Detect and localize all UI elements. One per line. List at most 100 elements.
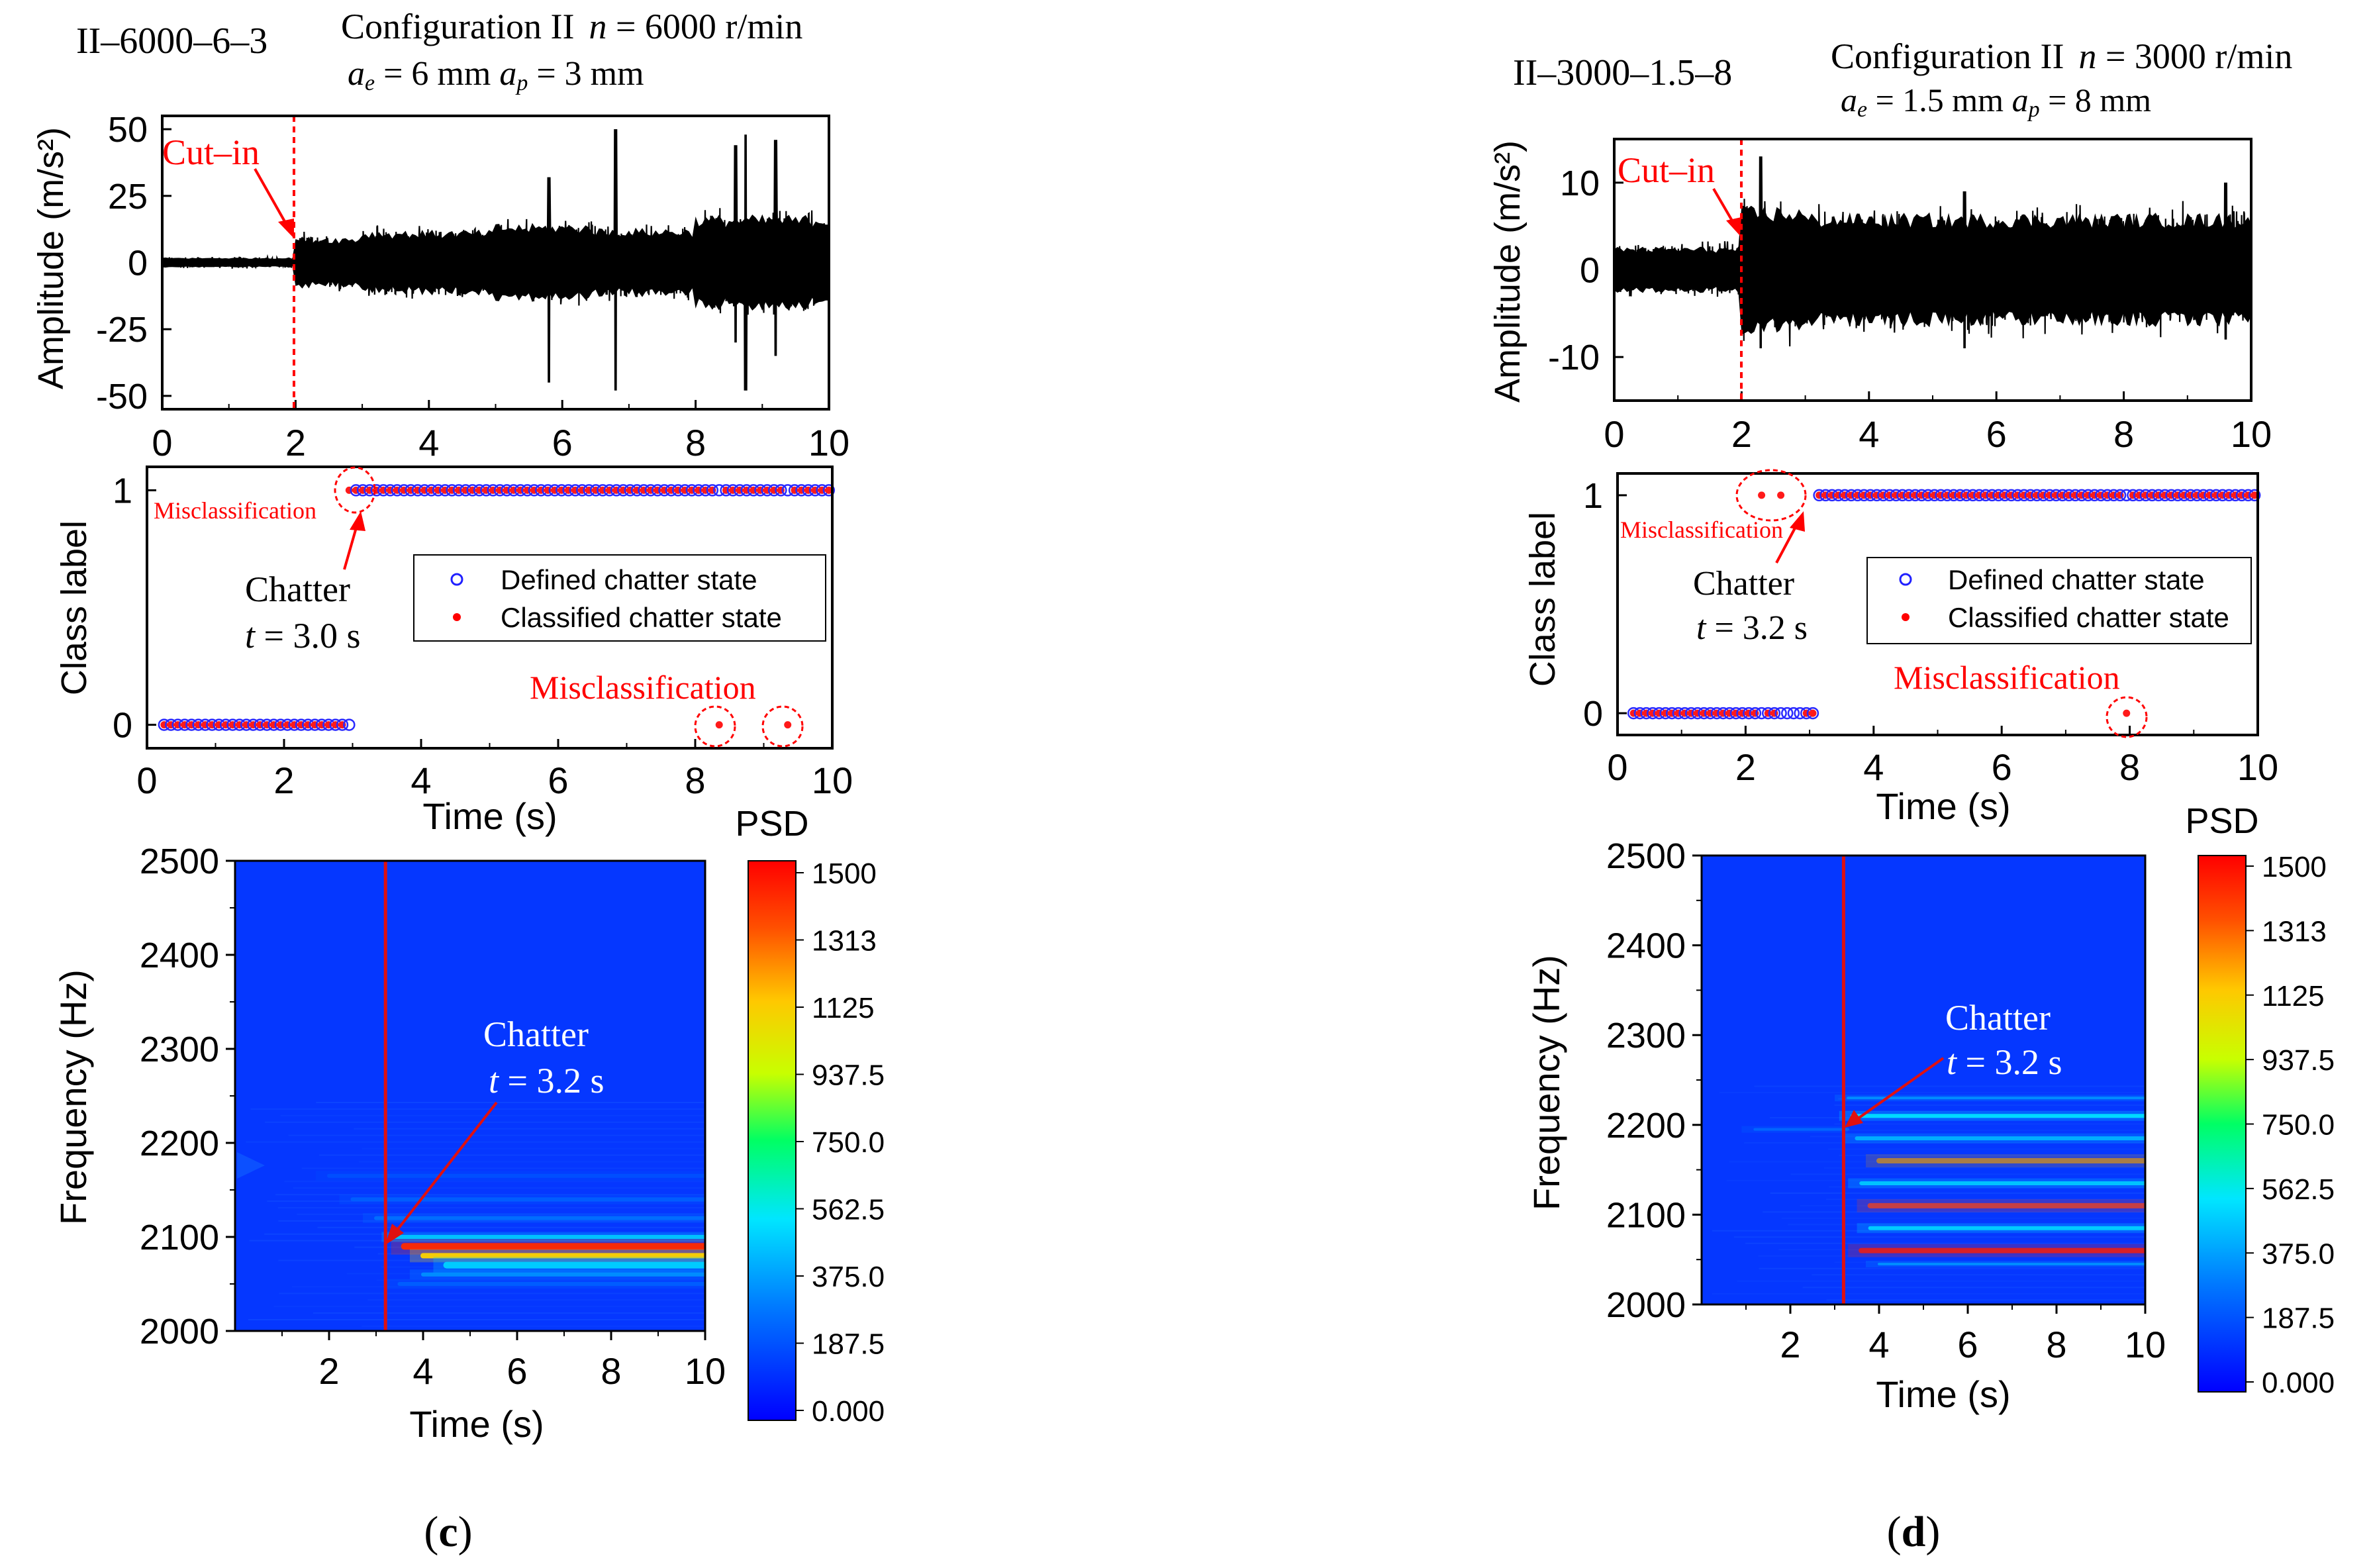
spec-d-cbar-label-5: 562.5 [2262,1173,2335,1206]
spec-c-cbar-label-6: 375.0 [812,1261,885,1293]
class-d-misclass-ring-1 [2105,696,2148,738]
spectrogram-d-ticks: 2 4 6 8 10 2000 2100 2200 2300 2400 2500 [1606,836,2166,1365]
spec-d-cbar-label-0: 1500 [2262,851,2327,883]
spec-c-cbar-label-4: 750.0 [812,1126,885,1159]
spec-d-cbar-label-7: 187.5 [2262,1302,2335,1335]
vib-c-xtick-label-2: 4 [418,422,439,464]
class-c-chatter-arrow [343,522,359,570]
class-d-misclass-bottom-label: Misclassification [1894,659,2120,696]
class-d-classified-point-23 [1777,491,1785,499]
class-c-ylabel: Class label [54,520,94,695]
panel-c-caption: (c) [424,1508,472,1556]
spectrogram-c-ticks: 2 4 6 8 10 2000 2100 2200 2300 2400 2500 [140,842,726,1392]
vibration-d-frame [1613,138,2252,402]
class-d-misclass-ring-top [1735,469,1807,522]
vib-c-xtick-label-0: 0 [152,422,172,464]
vib-c-ytick-label-2: 0 [128,244,148,283]
legend-d-defined-label: Defined chatter state [1948,564,2205,595]
spec-c-ytick-label-4: 2400 [140,936,219,975]
spec-d-ytick-label-0: 2000 [1606,1285,1686,1325]
class-d-classified-point-97 [2250,491,2258,499]
class-d-points [1627,489,2261,720]
class-d-misclass-top-label: Misclassification [1620,516,1783,543]
class-c-points [158,484,836,731]
class-d-defined-point-23 [1774,707,1787,720]
class-c-ytick-label-1: 1 [113,471,132,511]
spec-c-ytick-label-1: 2100 [140,1218,219,1257]
class-d-defined-point-19 [1749,707,1762,720]
spec-d-xtick-label-0: 2 [1780,1324,1800,1365]
vibration-c-ticks: 0 2 4 6 8 10 -50 -25 0 25 50 [96,110,849,464]
spectrogram-d-chatter-time: t = 3.2 s [1947,1042,2062,1082]
spectrogram-d-ylabel: Frequency (Hz) [1525,955,1567,1210]
class-d-xtick-label-2: 4 [1863,746,1884,788]
spectrogram-d-arrowhead [1845,1110,1863,1128]
panel-d: II–3000–1.5–8 Configuration II n = 3000 r… [1488,36,2335,1556]
panel-c-config: Configuration II n = 6000 r/min [341,7,802,46]
spectrogram-c-bands [246,1101,705,1327]
spec-d-ytick-label-3: 2300 [1606,1016,1686,1055]
class-c-frame [146,466,834,750]
class-c-misclass-ring-2 [761,705,804,748]
spec-d-cbar-label-1: 1313 [2262,915,2327,948]
class-c-misclass-bottom-label: Misclassification [530,669,756,706]
colorbar-d [2198,855,2247,1393]
spectrogram-c-xlabel: Time (s) [409,1403,544,1445]
class-d-defined-point-76 [2113,489,2127,502]
class-c-legend: Defined chatter state Classified chatter… [413,554,826,642]
class-d-chatter-arrowhead [1790,511,1805,532]
spec-c-ytick-label-2: 2200 [140,1124,219,1163]
vib-c-xtick-label-1: 2 [285,422,306,464]
vib-c-signal-band [162,214,829,311]
spectrogram-c-ylabel: Frequency (Hz) [52,969,94,1225]
class-c-legend-box [413,554,826,642]
colorbar-c-ticks: 1500 1313 1125 937.5 750.0 562.5 375.0 187.5 0.0… [796,858,885,1428]
vibration-d-ylabel: Amplitude (m/s²) [1488,140,1527,403]
legend-c-defined-label: Defined chatter state [501,564,757,595]
spectrogram-d-frame [1700,854,2147,1306]
vib-c-xtick-label-3: 6 [552,422,573,464]
panel-d-params: ae = 1.5 mm ap = 8 mm [1841,81,2151,122]
vib-d-ytick-label-1: 0 [1580,251,1600,291]
panel-d-code: II–3000–1.5–8 [1513,52,1732,93]
class-d-classified-point-77 [2123,709,2131,717]
class-d-xtick-label-4: 8 [2119,746,2140,788]
vib-d-xtick-label-1: 2 [1731,413,1752,455]
class-d-ticks: 0 2 4 6 8 10 0 1 [1583,476,2278,788]
vib-c-ytick-label-0: -50 [96,377,148,416]
vib-d-xtick-label-0: 0 [1604,413,1624,455]
spec-c-cbar-label-5: 562.5 [812,1194,885,1226]
spec-c-cbar-label-2: 1125 [812,992,875,1024]
spectrogram-d-chatter-label: Chatter [1945,998,2051,1038]
spec-d-xtick-label-3: 8 [2046,1324,2066,1365]
class-d-defined-point-24 [1781,707,1794,720]
colorbar-d-ticks: 1500 1313 1125 937.5 750.0 562.5 375.0 187.5 0.0… [2246,851,2335,1399]
spec-d-cbar-label-6: 375.0 [2262,1238,2335,1270]
vibration-c-cutin-label: Cut–in [162,132,260,172]
class-d-ytick-label-1: 1 [1583,476,1603,516]
vib-c-xtick-label-4: 8 [685,422,706,464]
colorbar-d-title: PSD [2185,801,2258,841]
spec-c-cbar-label-8: 0.000 [812,1395,885,1428]
class-c-misclass-top-label: Misclassification [154,497,316,524]
vibration-d-signal [1614,156,2252,349]
class-c-classified-point-97 [825,486,833,494]
class-d-defined-point-25 [1787,707,1800,720]
class-c-ticks: 0 2 4 6 8 10 0 1 [113,471,853,801]
legend-c-defined-marker [450,573,463,586]
class-c-defined-point-97 [822,484,836,497]
class-d-xtick-label-1: 2 [1735,746,1756,788]
class-d-legend: Defined chatter state Classified chatter… [1866,557,2252,644]
class-c-classified-point-91 [784,721,792,729]
spec-d-ytick-label-1: 2100 [1606,1195,1686,1235]
class-d-chatter-label: Chatter [1693,565,1794,603]
vibration-c-cutin-arrowhead [278,219,294,238]
panel-c: II–6000–6–3 Configuration II n = 6000 r/m… [31,7,885,1556]
class-d-ylabel: Class label [1523,512,1563,687]
spec-c-cbar-label-1: 1313 [812,925,877,957]
colorbar-c-title: PSD [735,804,808,844]
vibration-d-cutin-arrow [1712,187,1736,226]
class-c-ytick-label-0: 0 [113,706,132,746]
